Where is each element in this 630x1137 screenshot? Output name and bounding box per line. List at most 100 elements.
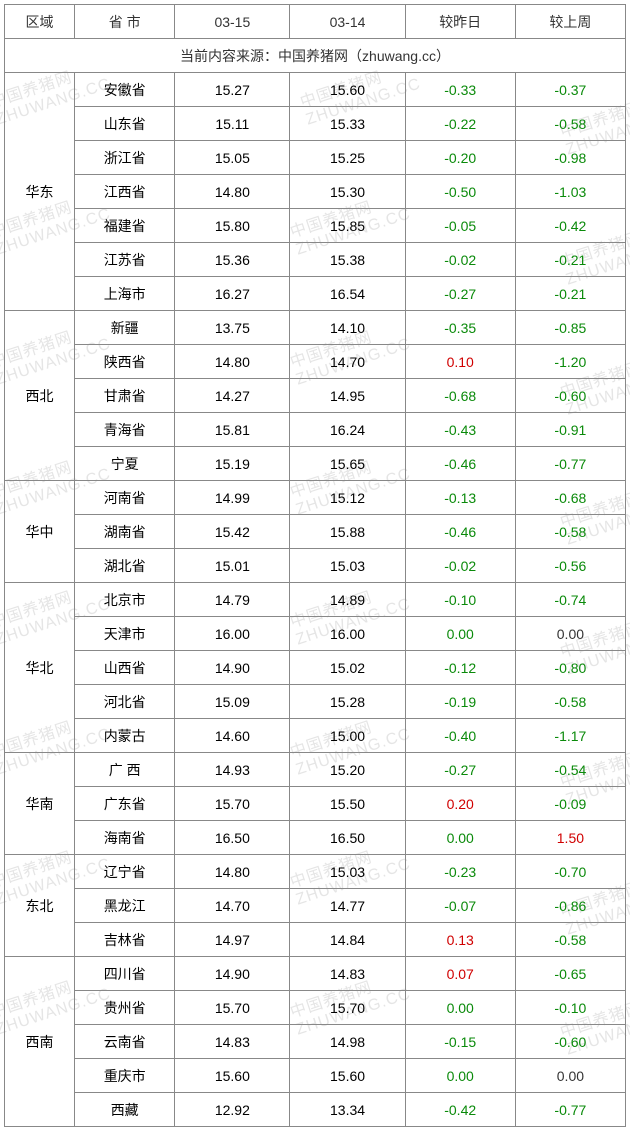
table-row: 云南省14.8314.98-0.15-0.60 <box>5 1025 626 1059</box>
value-d1: 15.11 <box>175 107 290 141</box>
province-cell: 上海市 <box>75 277 175 311</box>
table-row: 西藏12.9213.34-0.42-0.77 <box>5 1093 626 1127</box>
province-cell: 安徽省 <box>75 73 175 107</box>
chg-week: 0.00 <box>515 617 625 651</box>
chg-week: -0.58 <box>515 107 625 141</box>
table-row: 宁夏15.1915.65-0.46-0.77 <box>5 447 626 481</box>
chg-day: -0.27 <box>405 277 515 311</box>
region-cell: 东北 <box>5 855 75 957</box>
value-d2: 16.00 <box>290 617 405 651</box>
chg-week: 0.00 <box>515 1059 625 1093</box>
value-d1: 13.75 <box>175 311 290 345</box>
value-d2: 14.84 <box>290 923 405 957</box>
value-d2: 13.34 <box>290 1093 405 1127</box>
value-d1: 14.83 <box>175 1025 290 1059</box>
province-cell: 湖北省 <box>75 549 175 583</box>
chg-day: 0.20 <box>405 787 515 821</box>
value-d1: 14.70 <box>175 889 290 923</box>
region-cell: 华中 <box>5 481 75 583</box>
province-cell: 江苏省 <box>75 243 175 277</box>
province-cell: 吉林省 <box>75 923 175 957</box>
value-d1: 14.80 <box>175 345 290 379</box>
value-d1: 14.27 <box>175 379 290 413</box>
value-d1: 16.27 <box>175 277 290 311</box>
table-row: 西南四川省14.9014.830.07-0.65 <box>5 957 626 991</box>
value-d2: 15.70 <box>290 991 405 1025</box>
value-d1: 16.00 <box>175 617 290 651</box>
chg-day: 0.00 <box>405 991 515 1025</box>
value-d1: 16.50 <box>175 821 290 855</box>
chg-week: -0.80 <box>515 651 625 685</box>
chg-week: -1.17 <box>515 719 625 753</box>
table-row: 海南省16.5016.500.001.50 <box>5 821 626 855</box>
chg-week: -0.70 <box>515 855 625 889</box>
value-d2: 15.60 <box>290 73 405 107</box>
chg-day: 0.00 <box>405 821 515 855</box>
chg-day: -0.68 <box>405 379 515 413</box>
region-cell: 华东 <box>5 73 75 311</box>
chg-week: -0.37 <box>515 73 625 107</box>
value-d2: 16.24 <box>290 413 405 447</box>
chg-day: 0.07 <box>405 957 515 991</box>
value-d1: 15.01 <box>175 549 290 583</box>
value-d1: 14.93 <box>175 753 290 787</box>
value-d1: 15.70 <box>175 787 290 821</box>
table-row: 甘肃省14.2714.95-0.68-0.60 <box>5 379 626 413</box>
province-cell: 陕西省 <box>75 345 175 379</box>
chg-week: -0.77 <box>515 1093 625 1127</box>
value-d2: 14.70 <box>290 345 405 379</box>
value-d1: 14.80 <box>175 175 290 209</box>
value-d2: 14.98 <box>290 1025 405 1059</box>
value-d1: 15.42 <box>175 515 290 549</box>
chg-week: -0.60 <box>515 379 625 413</box>
value-d1: 15.05 <box>175 141 290 175</box>
chg-week: -0.58 <box>515 923 625 957</box>
province-cell: 宁夏 <box>75 447 175 481</box>
value-d1: 14.97 <box>175 923 290 957</box>
province-cell: 西藏 <box>75 1093 175 1127</box>
value-d2: 16.54 <box>290 277 405 311</box>
value-d1: 15.80 <box>175 209 290 243</box>
chg-week: -0.10 <box>515 991 625 1025</box>
province-cell: 重庆市 <box>75 1059 175 1093</box>
value-d1: 15.27 <box>175 73 290 107</box>
chg-day: 0.00 <box>405 1059 515 1093</box>
value-d1: 14.90 <box>175 957 290 991</box>
value-d1: 14.99 <box>175 481 290 515</box>
province-cell: 浙江省 <box>75 141 175 175</box>
value-d2: 14.10 <box>290 311 405 345</box>
chg-day: -0.20 <box>405 141 515 175</box>
region-cell: 西南 <box>5 957 75 1127</box>
value-d1: 15.19 <box>175 447 290 481</box>
chg-day: -0.33 <box>405 73 515 107</box>
chg-day: -0.22 <box>405 107 515 141</box>
chg-day: -0.15 <box>405 1025 515 1059</box>
chg-day: -0.02 <box>405 549 515 583</box>
value-d1: 12.92 <box>175 1093 290 1127</box>
chg-day: -0.27 <box>405 753 515 787</box>
chg-week: -0.54 <box>515 753 625 787</box>
value-d1: 15.81 <box>175 413 290 447</box>
province-cell: 广 西 <box>75 753 175 787</box>
province-cell: 新疆 <box>75 311 175 345</box>
table-row: 华中河南省14.9915.12-0.13-0.68 <box>5 481 626 515</box>
table-row: 广东省15.7015.500.20-0.09 <box>5 787 626 821</box>
table-row: 江苏省15.3615.38-0.02-0.21 <box>5 243 626 277</box>
province-cell: 黑龙江 <box>75 889 175 923</box>
chg-week: -0.98 <box>515 141 625 175</box>
value-d2: 15.30 <box>290 175 405 209</box>
value-d2: 14.77 <box>290 889 405 923</box>
chg-week: -0.60 <box>515 1025 625 1059</box>
value-d1: 14.90 <box>175 651 290 685</box>
col-chg-day: 较昨日 <box>405 5 515 39</box>
table-row: 湖北省15.0115.03-0.02-0.56 <box>5 549 626 583</box>
chg-week: -0.91 <box>515 413 625 447</box>
chg-week: -0.77 <box>515 447 625 481</box>
source-text: 当前内容来源：中国养猪网（zhuwang.cc） <box>5 39 626 73</box>
value-d2: 14.95 <box>290 379 405 413</box>
table-header-row: 区域 省 市 03-15 03-14 较昨日 较上周 <box>5 5 626 39</box>
chg-day: -0.19 <box>405 685 515 719</box>
chg-week: -0.85 <box>515 311 625 345</box>
chg-day: -0.02 <box>405 243 515 277</box>
chg-day: -0.05 <box>405 209 515 243</box>
